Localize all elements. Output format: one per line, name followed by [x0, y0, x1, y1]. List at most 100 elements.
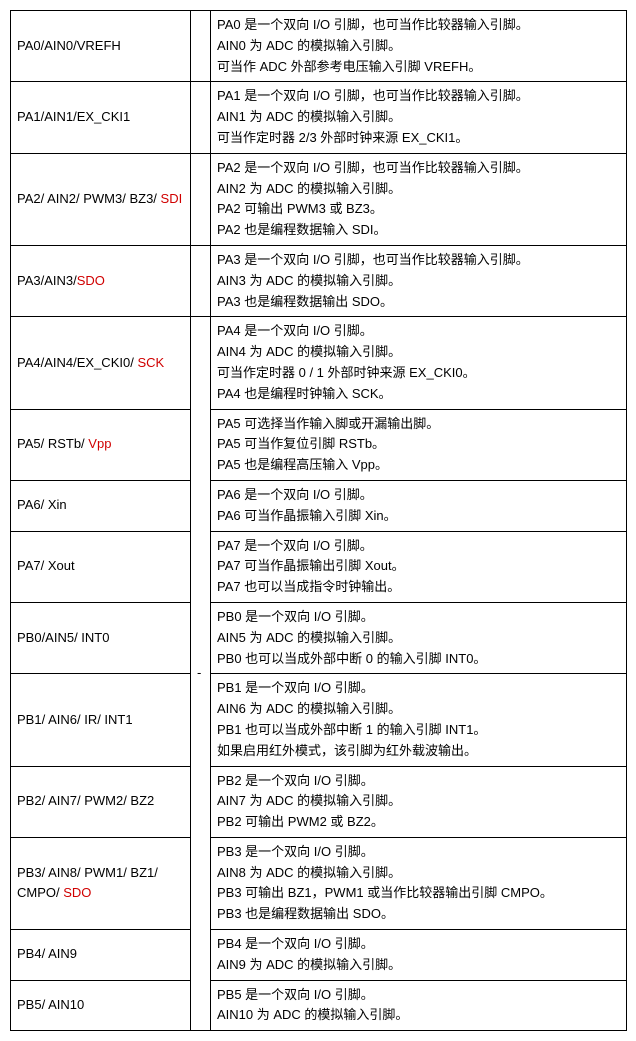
- table-row: PB0/AIN5/ INT0 PB0 是一个双向 I/O 引脚。AIN5 为 AD…: [11, 602, 627, 673]
- note-cell: [191, 153, 211, 245]
- pin-name-cell: PA4/AIN4/EX_CKI0/ SCK: [11, 317, 191, 409]
- pin-name-cell: PB3/ AIN8/ PWM1/ BZ1/ CMPO/ SDO: [11, 837, 191, 929]
- pin-description-table: PA0/AIN0/VREFH PA0 是一个双向 I/O 引脚，也可当作比较器输入…: [10, 10, 627, 1031]
- pin-name-cell: PA1/AIN1/EX_CKI1: [11, 82, 191, 153]
- description-cell: PA3 是一个双向 I/O 引脚，也可当作比较器输入引脚。AIN3 为 ADC …: [211, 245, 627, 316]
- description-line: PB0 是一个双向 I/O 引脚。: [217, 607, 620, 628]
- pin-name-cell: PB4/ AIN9: [11, 930, 191, 981]
- description-cell: PA7 是一个双向 I/O 引脚。PA7 可当作晶振输出引脚 Xout。PA7 …: [211, 531, 627, 602]
- table-row: PA4/AIN4/EX_CKI0/ SCK-PA4 是一个双向 I/O 引脚。A…: [11, 317, 627, 409]
- description-cell: PB2 是一个双向 I/O 引脚。AIN7 为 ADC 的模拟输入引脚。PB2 …: [211, 766, 627, 837]
- description-line: AIN9 为 ADC 的模拟输入引脚。: [217, 955, 620, 976]
- pin-name-segment: PA4/AIN4/EX_CKI0/: [17, 355, 137, 370]
- pin-name-segment: PA7/ Xout: [17, 558, 75, 573]
- description-cell: PB1 是一个双向 I/O 引脚。AIN6 为 ADC 的模拟输入引脚。PB1 …: [211, 674, 627, 766]
- description-cell: PA4 是一个双向 I/O 引脚。AIN4 为 ADC 的模拟输入引脚。可当作定…: [211, 317, 627, 409]
- table-row: PB2/ AIN7/ PWM2/ BZ2 PB2 是一个双向 I/O 引脚。AIN…: [11, 766, 627, 837]
- pin-name-cell: PB0/AIN5/ INT0: [11, 602, 191, 673]
- description-line: PA7 可当作晶振输出引脚 Xout。: [217, 556, 620, 577]
- note-cell: -: [191, 317, 211, 1031]
- description-cell: PA6 是一个双向 I/O 引脚。PA6 可当作晶振输入引脚 Xin。: [211, 480, 627, 531]
- pin-name-cell: PB1/ AIN6/ IR/ INT1: [11, 674, 191, 766]
- pin-name-segment: PA6/ Xin: [17, 497, 67, 512]
- description-cell: PA2 是一个双向 I/O 引脚，也可当作比较器输入引脚。AIN2 为 ADC …: [211, 153, 627, 245]
- table-row: PA2/ AIN2/ PWM3/ BZ3/ SDIPA2 是一个双向 I/O 引…: [11, 153, 627, 245]
- pin-name-cell: PA7/ Xout: [11, 531, 191, 602]
- description-cell: PB4 是一个双向 I/O 引脚。AIN9 为 ADC 的模拟输入引脚。: [211, 930, 627, 981]
- description-line: PA6 是一个双向 I/O 引脚。: [217, 485, 620, 506]
- description-line: AIN2 为 ADC 的模拟输入引脚。: [217, 179, 620, 200]
- description-line: PA4 是一个双向 I/O 引脚。: [217, 321, 620, 342]
- pin-name-cell: PA2/ AIN2/ PWM3/ BZ3/ SDI: [11, 153, 191, 245]
- pin-name-segment: PB5/ AIN10: [17, 997, 84, 1012]
- description-line: 可当作定时器 0 / 1 外部时钟来源 EX_CKI0。: [217, 363, 620, 384]
- table-row: PA1/AIN1/EX_CKI1 PA1 是一个双向 I/O 引脚，也可当作比较器…: [11, 82, 627, 153]
- description-line: PA2 可输出 PWM3 或 BZ3。: [217, 199, 620, 220]
- description-cell: PA0 是一个双向 I/O 引脚，也可当作比较器输入引脚。AIN0 为 ADC …: [211, 11, 627, 82]
- table-row: PB4/ AIN9 PB4 是一个双向 I/O 引脚。AIN9 为 ADC 的模拟…: [11, 930, 627, 981]
- description-line: AIN6 为 ADC 的模拟输入引脚。: [217, 699, 620, 720]
- table-row: PB5/ AIN10 PB5 是一个双向 I/O 引脚。AIN10 为 ADC 的…: [11, 980, 627, 1031]
- note-cell: [191, 11, 211, 82]
- pin-name-cell: PA6/ Xin: [11, 480, 191, 531]
- pin-name-segment: SDO: [63, 885, 91, 900]
- description-line: AIN3 为 ADC 的模拟输入引脚。: [217, 271, 620, 292]
- description-line: 可当作 ADC 外部参考电压输入引脚 VREFH。: [217, 57, 620, 78]
- description-line: PA5 可选择当作输入脚或开漏输出脚。: [217, 414, 620, 435]
- pin-name-cell: PB2/ AIN7/ PWM2/ BZ2: [11, 766, 191, 837]
- table-row: PA5/ RSTb/ Vpp PA5 可选择当作输入脚或开漏输出脚。PA5 可当作…: [11, 409, 627, 480]
- pin-name-segment: SDO: [77, 273, 105, 288]
- description-line: PA4 也是编程时钟输入 SCK。: [217, 384, 620, 405]
- pin-name-segment: SCK: [137, 355, 164, 370]
- description-line: 如果启用红外模式，该引脚为红外载波输出。: [217, 741, 620, 762]
- pin-name-segment: PB0/AIN5/ INT0: [17, 630, 109, 645]
- description-line: AIN0 为 ADC 的模拟输入引脚。: [217, 36, 620, 57]
- description-line: PA2 是一个双向 I/O 引脚，也可当作比较器输入引脚。: [217, 158, 620, 179]
- pin-name-segment: PA1/AIN1/EX_CKI1: [17, 109, 130, 124]
- note-cell: [191, 82, 211, 153]
- description-line: PA5 可当作复位引脚 RSTb。: [217, 434, 620, 455]
- pin-name-segment: SDI: [161, 191, 183, 206]
- description-line: 可当作定时器 2/3 外部时钟来源 EX_CKI1。: [217, 128, 620, 149]
- pin-name-segment: PB2/ AIN7/ PWM2/ BZ2: [17, 793, 154, 808]
- pin-name-segment: PA3/AIN3/: [17, 273, 77, 288]
- description-cell: PA5 可选择当作输入脚或开漏输出脚。PA5 可当作复位引脚 RSTb。PA5 …: [211, 409, 627, 480]
- table-row: PB3/ AIN8/ PWM1/ BZ1/ CMPO/ SDO PB3 是一个双向…: [11, 837, 627, 929]
- table-row: PA7/ Xout PA7 是一个双向 I/O 引脚。PA7 可当作晶振输出引脚 …: [11, 531, 627, 602]
- table-row: PB1/ AIN6/ IR/ INT1 PB1 是一个双向 I/O 引脚。AIN6…: [11, 674, 627, 766]
- description-line: PA5 也是编程高压输入 Vpp。: [217, 455, 620, 476]
- description-line: AIN5 为 ADC 的模拟输入引脚。: [217, 628, 620, 649]
- description-line: PA7 也可以当成指令时钟输出。: [217, 577, 620, 598]
- description-line: AIN7 为 ADC 的模拟输入引脚。: [217, 791, 620, 812]
- description-cell: PB0 是一个双向 I/O 引脚。AIN5 为 ADC 的模拟输入引脚。PB0 …: [211, 602, 627, 673]
- description-line: PA3 是一个双向 I/O 引脚，也可当作比较器输入引脚。: [217, 250, 620, 271]
- table-row: PA3/AIN3/SDO PA3 是一个双向 I/O 引脚，也可当作比较器输入引脚…: [11, 245, 627, 316]
- description-line: PB1 也可以当成外部中断 1 的输入引脚 INT1。: [217, 720, 620, 741]
- description-line: PB1 是一个双向 I/O 引脚。: [217, 678, 620, 699]
- description-line: AIN1 为 ADC 的模拟输入引脚。: [217, 107, 620, 128]
- description-line: AIN4 为 ADC 的模拟输入引脚。: [217, 342, 620, 363]
- pin-name-cell: PB5/ AIN10: [11, 980, 191, 1031]
- pin-name-segment: Vpp: [88, 436, 111, 451]
- description-line: PA0 是一个双向 I/O 引脚，也可当作比较器输入引脚。: [217, 15, 620, 36]
- description-line: PB2 是一个双向 I/O 引脚。: [217, 771, 620, 792]
- description-line: AIN8 为 ADC 的模拟输入引脚。: [217, 863, 620, 884]
- pin-name-segment: PA5/ RSTb/: [17, 436, 88, 451]
- description-line: PB3 也是编程数据输出 SDO。: [217, 904, 620, 925]
- pin-name-segment: PB1/ AIN6/ IR/ INT1: [17, 712, 133, 727]
- table-row: PA0/AIN0/VREFH PA0 是一个双向 I/O 引脚，也可当作比较器输入…: [11, 11, 627, 82]
- description-line: PA1 是一个双向 I/O 引脚，也可当作比较器输入引脚。: [217, 86, 620, 107]
- pin-name-segment: PA2/ AIN2/ PWM3/ BZ3/: [17, 191, 161, 206]
- pin-name-segment: PA0/AIN0/VREFH: [17, 38, 121, 53]
- pin-name-cell: PA0/AIN0/VREFH: [11, 11, 191, 82]
- description-line: PB2 可输出 PWM2 或 BZ2。: [217, 812, 620, 833]
- description-line: PB0 也可以当成外部中断 0 的输入引脚 INT0。: [217, 649, 620, 670]
- description-line: PB3 是一个双向 I/O 引脚。: [217, 842, 620, 863]
- pin-name-segment: PB4/ AIN9: [17, 946, 77, 961]
- table-row: PA6/ Xin PA6 是一个双向 I/O 引脚。PA6 可当作晶振输入引脚 X…: [11, 480, 627, 531]
- description-cell: PB5 是一个双向 I/O 引脚。AIN10 为 ADC 的模拟输入引脚。: [211, 980, 627, 1031]
- description-line: PA2 也是编程数据输入 SDI。: [217, 220, 620, 241]
- note-cell: [191, 245, 211, 316]
- pin-name-cell: PA3/AIN3/SDO: [11, 245, 191, 316]
- description-line: PB4 是一个双向 I/O 引脚。: [217, 934, 620, 955]
